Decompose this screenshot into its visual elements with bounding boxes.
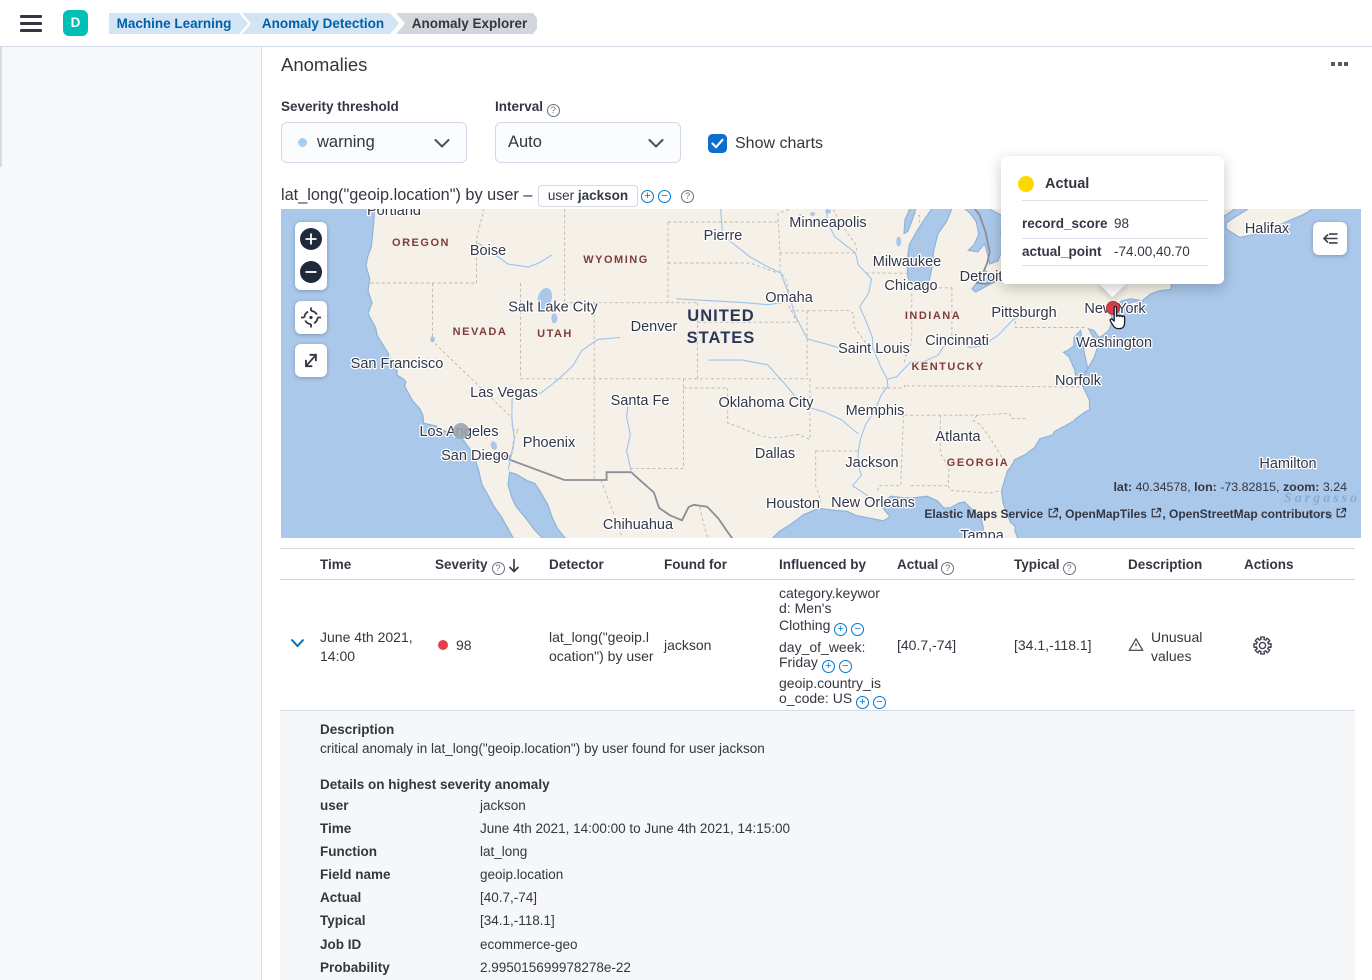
svg-text:Hamilton: Hamilton: [1259, 456, 1316, 472]
svg-text:Sargasso: Sargasso: [1284, 491, 1360, 506]
svg-text:Santa Fe: Santa Fe: [611, 393, 670, 409]
svg-text:Denver: Denver: [631, 319, 678, 335]
svg-text:Washington: Washington: [1076, 335, 1152, 351]
svg-text:OREGON: OREGON: [392, 237, 450, 249]
svg-text:Oklahoma City: Oklahoma City: [718, 395, 814, 411]
svg-text:GEORGIA: GEORGIA: [947, 457, 1009, 469]
svg-text:Houston: Houston: [766, 496, 820, 512]
svg-text:Boise: Boise: [470, 243, 506, 259]
svg-text:Phoenix: Phoenix: [523, 435, 576, 451]
svg-text:Pierre: Pierre: [704, 228, 743, 244]
svg-text:Detroit: Detroit: [960, 269, 1003, 285]
svg-text:Chihuahua: Chihuahua: [603, 517, 674, 533]
svg-text:UNITED: UNITED: [687, 307, 754, 325]
svg-text:Milwaukee: Milwaukee: [873, 254, 942, 270]
svg-text:San Francisco: San Francisco: [351, 356, 444, 372]
svg-text:KENTUCKY: KENTUCKY: [911, 361, 984, 373]
svg-text:Salt Lake City: Salt Lake City: [508, 300, 598, 316]
svg-text:NEVADA: NEVADA: [453, 326, 508, 338]
svg-text:Omaha: Omaha: [765, 290, 813, 306]
svg-text:Pittsburgh: Pittsburgh: [991, 305, 1056, 321]
svg-text:Sea: Sea: [1306, 508, 1336, 523]
svg-text:STATES: STATES: [687, 329, 756, 347]
svg-text:WYOMING: WYOMING: [583, 254, 649, 266]
svg-text:Halifax: Halifax: [1245, 221, 1290, 237]
svg-text:UTAH: UTAH: [537, 328, 573, 340]
svg-text:Cincinnati: Cincinnati: [925, 333, 989, 349]
svg-text:Norfolk: Norfolk: [1055, 373, 1102, 389]
svg-text:New Orleans: New Orleans: [831, 495, 915, 511]
svg-text:Las Vegas: Las Vegas: [470, 385, 538, 401]
svg-text:Atlanta: Atlanta: [935, 429, 981, 445]
svg-text:Memphis: Memphis: [846, 403, 905, 419]
svg-text:Minneapolis: Minneapolis: [789, 215, 866, 231]
svg-text:Portland: Portland: [367, 209, 421, 219]
svg-text:Tampa: Tampa: [960, 528, 1004, 538]
svg-text:San Diego: San Diego: [441, 448, 509, 464]
svg-text:INDIANA: INDIANA: [905, 310, 961, 322]
svg-text:Jackson: Jackson: [845, 455, 898, 471]
svg-text:Chicago: Chicago: [884, 278, 937, 294]
svg-text:Saint Louis: Saint Louis: [838, 341, 910, 357]
svg-text:Dallas: Dallas: [755, 446, 795, 462]
